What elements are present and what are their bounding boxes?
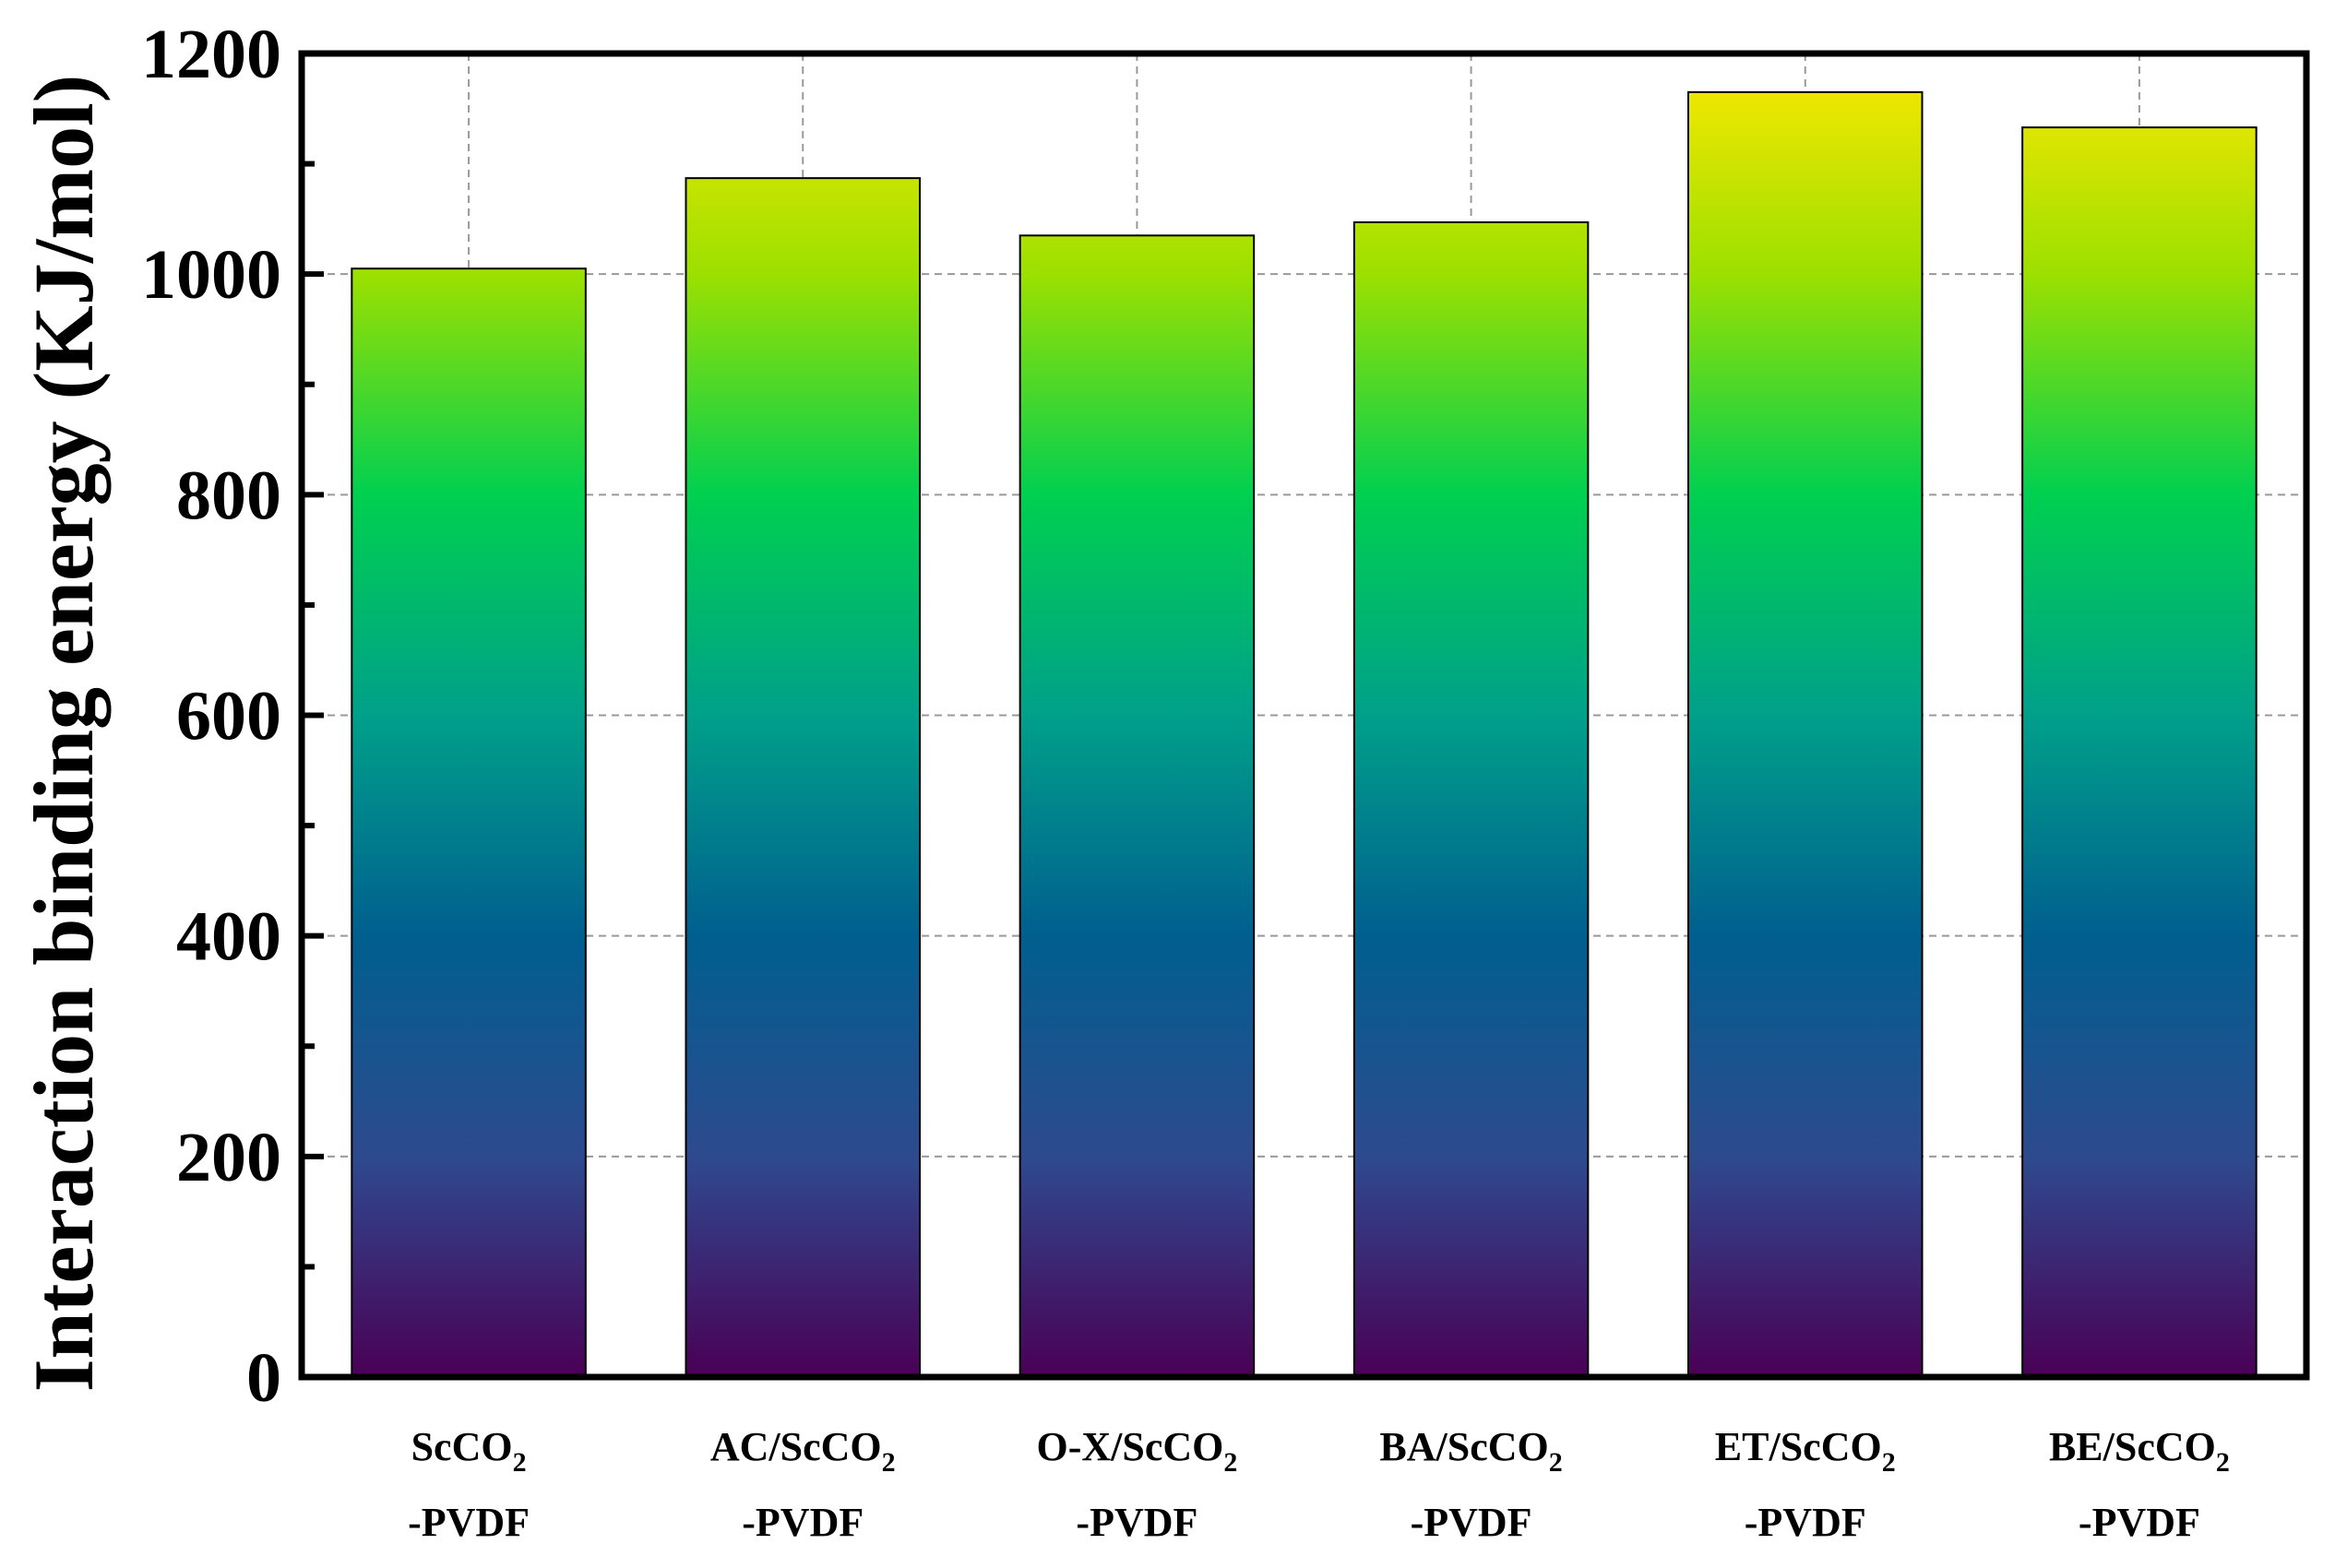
x-tick-label-line2: -PVDF: [742, 1500, 864, 1545]
x-tick-label: BE/ScCO2: [2049, 1424, 2230, 1478]
x-tick-label: AC/ScCO2: [710, 1424, 896, 1478]
bar: [1352, 220, 1590, 1378]
x-tick-label-line2: -PVDF: [408, 1500, 530, 1545]
y-tick-label: 600: [176, 678, 281, 755]
y-tick-label: 0: [246, 1339, 281, 1417]
x-tick-label-line2: -PVDF: [2079, 1500, 2200, 1545]
bar: [1686, 90, 1924, 1379]
x-tick-label: O-X/ScCO2: [1036, 1424, 1237, 1478]
y-axis-title: Interaction binding energy (KJ/mol): [17, 75, 111, 1393]
y-tick-label: 800: [176, 457, 281, 534]
y-tick-label: 1000: [141, 236, 281, 314]
x-tick-label: BA/ScCO2: [1379, 1424, 1562, 1478]
bar: [1019, 234, 1256, 1378]
x-tick-label-line2: -PVDF: [1411, 1500, 1532, 1545]
y-tick-label: 1200: [141, 16, 281, 93]
y-tick-label: 200: [176, 1119, 281, 1196]
x-tick-label-line2: -PVDF: [1745, 1500, 1866, 1545]
y-tick-label: 400: [176, 898, 281, 976]
bar: [2021, 126, 2258, 1378]
x-tick-label-line2: -PVDF: [1076, 1500, 1197, 1545]
bar: [351, 267, 587, 1378]
bar: [685, 177, 922, 1379]
x-tick-label: ET/ScCO2: [1715, 1424, 1896, 1478]
x-tick-label: ScCO2: [411, 1424, 527, 1478]
